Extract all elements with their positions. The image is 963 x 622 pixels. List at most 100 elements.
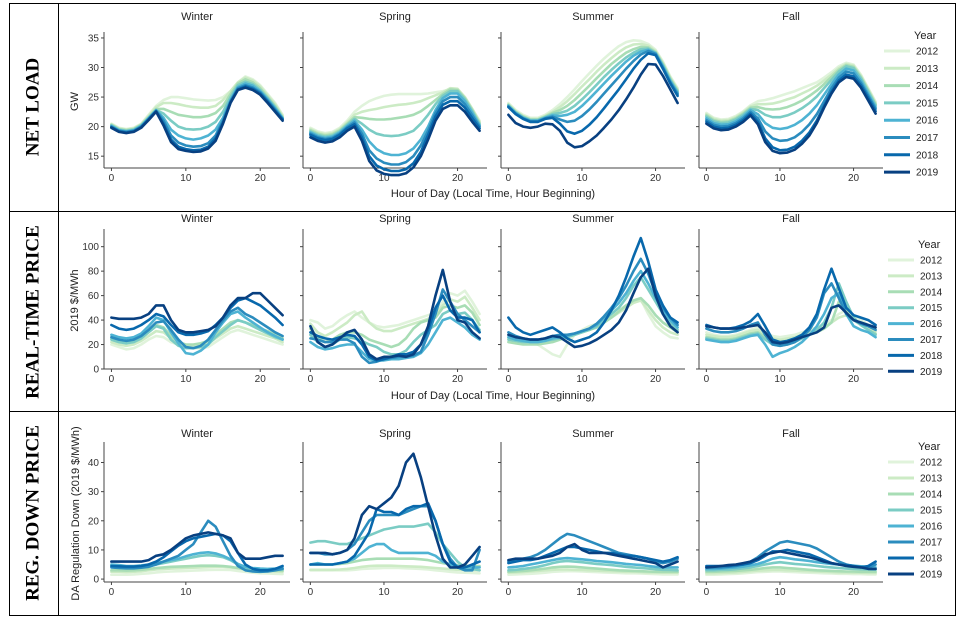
series-line-2016 — [507, 556, 679, 569]
series-line-2017 — [309, 504, 481, 572]
y-tick-label: 10 — [88, 545, 100, 556]
legend-label: 2016 — [916, 116, 939, 127]
x-axis-title: Hour of Day (Local Time, Hour Beginning) — [391, 390, 595, 402]
x-tick-label: 20 — [848, 173, 860, 184]
series-line-2017 — [507, 257, 679, 341]
legend-label: 2012 — [920, 256, 943, 267]
legend-label: 2014 — [916, 81, 939, 92]
series-line-2017 — [507, 49, 679, 124]
facet-title: Summer — [572, 213, 614, 225]
panel-summer: Summer 0 10 20 — [498, 213, 685, 385]
series-line-2014 — [507, 45, 679, 121]
legend-label: 2014 — [920, 490, 943, 501]
row-label: REG. DOWN PRICE — [22, 425, 43, 601]
x-tick-label: 0 — [109, 587, 115, 598]
y-tick-label: 0 — [93, 575, 99, 586]
series-line-2012 — [507, 569, 679, 577]
panel-fall: Fall 0 10 20 — [696, 428, 883, 598]
y-axis-title: 2019 $/MWh — [69, 269, 81, 331]
facet-title: Winter — [181, 428, 213, 440]
panel-summer: Summer 0 10 20 — [498, 11, 685, 184]
legend-label: 2015 — [916, 98, 939, 109]
facet-title: Summer — [572, 11, 614, 23]
series-line-2016 — [507, 48, 679, 122]
series-line-2016 — [705, 67, 877, 131]
legend-label: 2012 — [920, 458, 943, 469]
panel-fall: Fall 0 10 20 — [696, 213, 883, 385]
panel-fall: Fall 0 10 20 — [696, 11, 883, 184]
x-tick-label: 20 — [255, 374, 267, 385]
panel-winter: Winter 15 20 25 30 35 0 10 20 — [88, 11, 290, 184]
series-line-2018 — [309, 501, 481, 569]
x-tick-label: 20 — [848, 587, 860, 598]
series-line-2012 — [705, 570, 877, 577]
x-tick-label: 10 — [576, 173, 588, 184]
x-tick-label: 0 — [704, 173, 710, 184]
legend-label: 2018 — [920, 554, 943, 565]
x-tick-label: 10 — [774, 374, 786, 385]
legend-title: Year — [918, 239, 941, 251]
x-tick-label: 10 — [576, 587, 588, 598]
series-line-2015 — [507, 559, 679, 572]
series-line-2016 — [309, 92, 481, 157]
facet-title: Spring — [379, 213, 411, 225]
series-line-2018 — [110, 532, 284, 572]
facet-title: Spring — [379, 11, 411, 23]
facet-title: Winter — [181, 11, 213, 23]
y-tick-label: 40 — [88, 458, 100, 469]
x-tick-label: 20 — [452, 587, 464, 598]
row-1: NET LOAD GW Hour of Day (Local Time, Hour … — [22, 11, 938, 200]
y-tick-label: 20 — [88, 340, 100, 351]
series-line-2019 — [309, 104, 481, 177]
legend-label: 2019 — [920, 367, 943, 378]
panel-summer: Summer 0 10 20 — [498, 428, 685, 598]
series-line-2019 — [507, 542, 679, 569]
panel-winter: Winter 0 10 20 30 40 0 10 20 — [88, 428, 290, 598]
y-tick-label: 35 — [88, 33, 100, 44]
y-tick-label: 0 — [93, 365, 99, 376]
x-tick-label: 10 — [180, 587, 192, 598]
plot-area: NET LOAD GW Hour of Day (Local Time, Hour … — [22, 11, 942, 601]
facet-title: Fall — [782, 428, 800, 440]
facet-title: Winter — [181, 213, 213, 225]
series-line-2017 — [110, 519, 284, 574]
legend-label: 2013 — [920, 271, 943, 282]
series-line-2018 — [309, 294, 481, 362]
legend-label: 2013 — [920, 474, 943, 485]
y-tick-label: 60 — [88, 291, 100, 302]
series-line-2015 — [705, 65, 877, 125]
series-line-2016 — [110, 310, 284, 356]
series-line-2019 — [110, 86, 284, 154]
panel-spring: Spring 0 10 20 — [300, 11, 487, 184]
legend-label: 2015 — [920, 303, 943, 314]
x-tick-label: 10 — [180, 374, 192, 385]
series-line-2014 — [705, 566, 877, 574]
row-label: REAL-TIME PRICE — [22, 225, 43, 399]
y-tick-label: 80 — [88, 267, 100, 278]
y-tick-label: 15 — [88, 152, 100, 163]
facet-title: Summer — [572, 428, 614, 440]
x-tick-label: 20 — [848, 374, 860, 385]
series-line-2012 — [309, 289, 481, 330]
legend-label: 2018 — [916, 150, 939, 161]
legend-title: Year — [918, 441, 941, 453]
y-tick-label: 20 — [88, 122, 100, 133]
x-tick-label: 0 — [506, 173, 512, 184]
x-tick-label: 0 — [308, 173, 314, 184]
series-line-2013 — [309, 295, 481, 338]
series-line-2017 — [705, 70, 877, 143]
x-tick-label: 20 — [255, 173, 267, 184]
legend-label: 2017 — [916, 133, 939, 144]
legend-label: 2016 — [920, 319, 943, 330]
x-axis-title: Hour of Day (Local Time, Hour Beginning) — [391, 188, 595, 200]
series-line-2018 — [507, 51, 679, 135]
y-tick-label: 20 — [88, 516, 100, 527]
panel-spring: Spring 0 10 20 — [300, 213, 487, 385]
x-tick-label: 10 — [774, 173, 786, 184]
x-tick-label: 0 — [308, 587, 314, 598]
y-tick-label: 30 — [88, 63, 100, 74]
series-line-2018 — [705, 73, 877, 152]
facet-title: Spring — [379, 428, 411, 440]
series-line-2014 — [507, 565, 679, 574]
